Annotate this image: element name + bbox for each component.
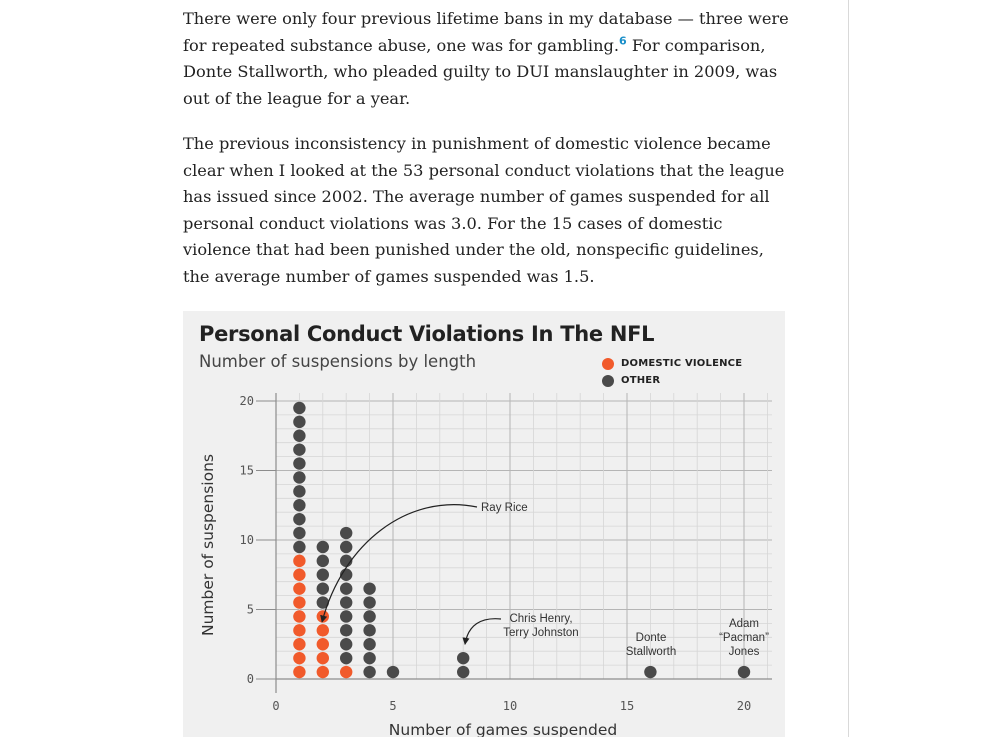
article-body: There were only four previous lifetime b… [183, 6, 793, 309]
legend-item-other: OTHER [602, 372, 742, 389]
annotation-donte-stallworth: Donte Stallworth [626, 632, 677, 658]
dot-other [737, 665, 751, 679]
dot-other [363, 665, 376, 679]
dot-other [363, 624, 376, 637]
column-divider [848, 0, 849, 737]
dot-other [457, 665, 470, 679]
dot-domestic-violence [293, 638, 306, 651]
legend-swatch-domestic [602, 357, 614, 370]
dot-other [363, 651, 376, 665]
dot-other [340, 596, 353, 609]
dot-domestic-violence [293, 596, 306, 609]
dot-other [293, 457, 306, 470]
dot-other [293, 471, 306, 484]
dot-other [293, 429, 306, 442]
paragraph-inconsistency: The previous inconsistency in punishment… [183, 134, 785, 286]
dot-other [316, 596, 329, 609]
dot-other [363, 596, 376, 609]
dot-domestic-violence [316, 638, 329, 651]
dot-other [363, 610, 376, 623]
dot-domestic-violence [293, 665, 306, 679]
dot-other [340, 526, 353, 540]
dot-domestic-violence [293, 610, 306, 623]
y-tick-label: 10 [240, 533, 254, 547]
dot-domestic-violence [293, 651, 306, 665]
y-tick-label: 0 [247, 672, 254, 686]
annotation-ray-rice: Ray Rice [481, 502, 528, 514]
y-tick-label: 15 [240, 464, 254, 478]
y-tick-label: 20 [240, 394, 254, 408]
x-tick-label: 20 [737, 699, 751, 713]
chart-title: Personal Conduct Violations In The NFL [199, 322, 655, 346]
legend-swatch-other [602, 374, 614, 387]
dot-other [363, 582, 376, 595]
x-tick-label: 15 [620, 699, 634, 713]
paragraph-1-text: There were only four previous lifetime b… [183, 9, 789, 55]
dot-domestic-violence [293, 568, 306, 581]
dot-other [340, 610, 353, 623]
dot-other [316, 568, 329, 581]
paragraph-1-text-cont: For comparison, Donte Stallworth, who pl… [183, 35, 778, 108]
dot-domestic-violence [293, 554, 306, 568]
dot-other [293, 526, 306, 540]
dot-other [340, 638, 353, 651]
paragraph-lifetime-bans: There were only four previous lifetime b… [183, 6, 793, 112]
dot-other [293, 415, 306, 429]
dot-domestic-violence [340, 665, 353, 679]
chart-subtitle: Number of suspensions by length [199, 352, 477, 371]
dot-other [363, 638, 376, 651]
dot-other [340, 540, 353, 554]
dot-other [293, 485, 306, 498]
dot-domestic-violence [293, 624, 306, 637]
x-tick-label: 10 [503, 699, 517, 713]
x-tick-label: 5 [389, 699, 396, 713]
dot-other [293, 443, 306, 456]
footnote-link[interactable]: 6 [619, 34, 627, 48]
dot-other [340, 624, 353, 637]
y-tick-label: 5 [247, 603, 254, 617]
annotation-chris-henry-terry-johnston: Chris Henry, Terry Johnston [503, 613, 578, 639]
dot-domestic-violence [293, 582, 306, 595]
dot-other [316, 582, 329, 595]
dot-domestic-violence [316, 651, 329, 665]
dot-other [293, 499, 306, 512]
dot-other [386, 665, 400, 679]
dot-other [293, 512, 306, 526]
legend-label-other: OTHER [621, 375, 661, 386]
chart-legend: DOMESTIC VIOLENCE OTHER [602, 355, 742, 389]
dot-other [644, 665, 657, 679]
x-axis-label: Number of games suspended [389, 721, 617, 737]
dot-other [457, 651, 470, 665]
annotation-adam-pacman-jones: Adam “Pacman” Jones [719, 618, 769, 658]
dot-other [340, 651, 353, 665]
y-axis-label: Number of suspensions [199, 454, 217, 636]
dot-domestic-violence [316, 624, 329, 637]
x-tick-label: 0 [272, 699, 279, 713]
legend-item-domestic-violence: DOMESTIC VIOLENCE [602, 355, 742, 372]
dot-other [340, 582, 353, 595]
dot-other [316, 540, 329, 554]
dot-other [293, 540, 306, 554]
annotation-arrow-ray-rice [320, 504, 478, 623]
dot-other [293, 401, 306, 415]
annotation-arrow-chris-henry [462, 618, 502, 645]
chart-figure: 0 5 10 15 20 0 5 10 15 20 Number of games suspende… [183, 311, 785, 737]
chart-plot: 0 5 10 15 20 0 5 10 15 20 Number of games suspende… [199, 393, 772, 737]
legend-label-domestic: DOMESTIC VIOLENCE [621, 358, 743, 369]
dot-other [316, 554, 329, 568]
dot-domestic-violence [316, 665, 329, 679]
